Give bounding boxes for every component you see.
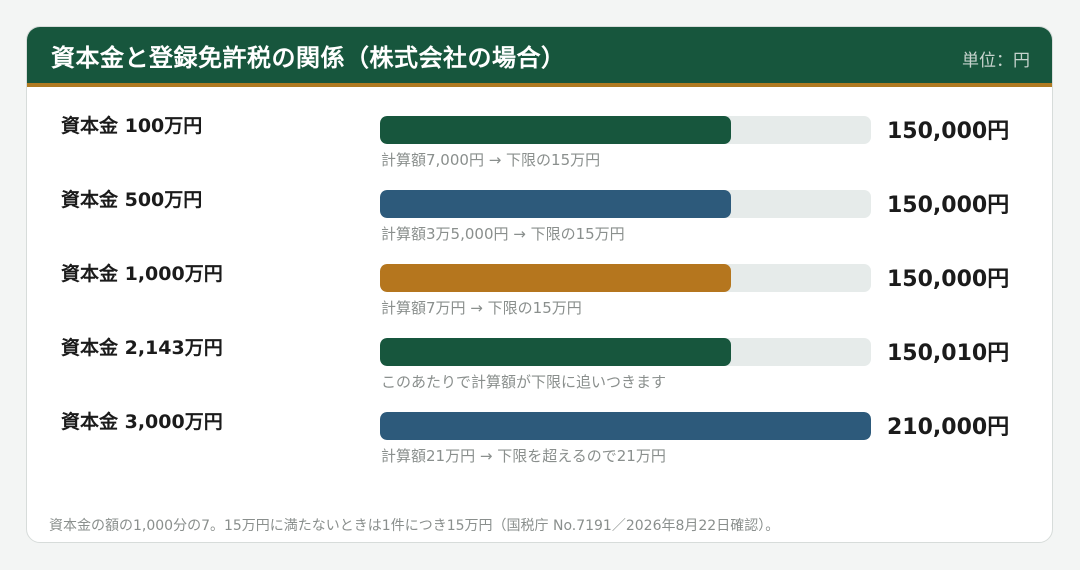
bar-note: このあたりで計算額が下限に追いつきます [381,373,667,391]
bar-row: 資本金 100万円 150,000円計算額7,000円 → 下限の15万円 [27,107,1052,177]
bar [380,338,731,366]
bar [380,264,731,292]
chart-title: 資本金と登録免許税の関係（株式会社の場合） [51,44,566,72]
bar-note: 計算額21万円 → 下限を超えるので21万円 [381,447,666,465]
category-label: 資本金 100万円 [61,115,203,137]
value-label: 150,010円 [887,341,1010,366]
value-label: 150,000円 [887,267,1010,292]
bar-track [380,116,871,144]
bar-note: 計算額3万5,000円 → 下限の15万円 [381,225,625,243]
bar [380,116,731,144]
category-label: 資本金 1,000万円 [61,263,223,285]
value-label: 150,000円 [887,119,1010,144]
bar-row: 資本金 1,000万円 150,000円計算額7万円 → 下限の15万円 [27,255,1052,325]
bar-row: 資本金 2,143万円 150,010円このあたりで計算額が下限に追いつきます [27,329,1052,399]
category-label: 資本金 3,000万円 [61,411,223,433]
bar-track [380,190,871,218]
value-label: 210,000円 [887,415,1010,440]
bar [380,412,871,440]
bar-row: 資本金 500万円 150,000円計算額3万5,000円 → 下限の15万円 [27,181,1052,251]
chart-card: 資本金と登録免許税の関係（株式会社の場合） 単位：円 資本金 100万円 150,… [26,26,1053,543]
bar-track [380,412,871,440]
bar [380,190,731,218]
bar-track [380,264,871,292]
category-label: 資本金 500万円 [61,189,203,211]
bar-track [380,338,871,366]
bar-note: 計算額7万円 → 下限の15万円 [381,299,582,317]
footnote: 資本金の額の1,000分の7。15万円に満たないときは1件につき15万円（国税庁… [49,518,780,534]
bar-row: 資本金 3,000万円 210,000円計算額21万円 → 下限を超えるので21万… [27,403,1052,473]
category-label: 資本金 2,143万円 [61,337,223,359]
chart-header: 資本金と登録免許税の関係（株式会社の場合） 単位：円 [27,27,1052,87]
value-label: 150,000円 [887,193,1010,218]
bar-note: 計算額7,000円 → 下限の15万円 [381,151,601,169]
unit-label: 単位：円 [962,51,1030,71]
